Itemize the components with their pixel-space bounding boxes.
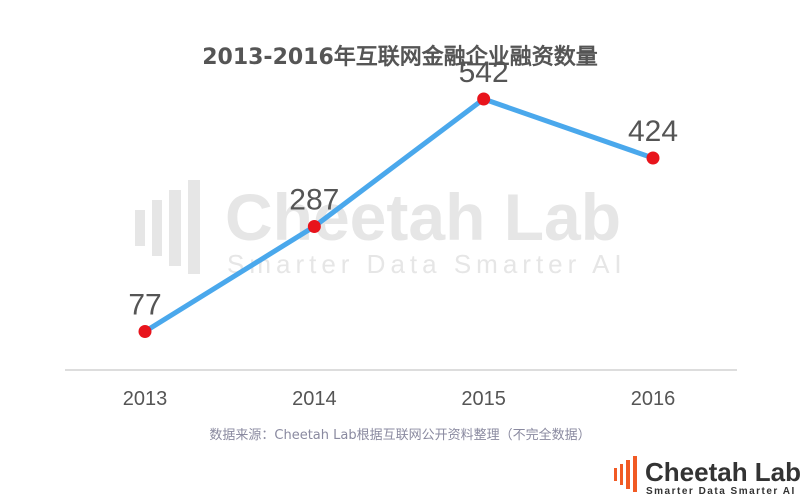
x-tick-label: 2014 (292, 388, 337, 410)
brand-tagline: Smarter Data Smarter AI (646, 486, 796, 497)
data-point (646, 151, 660, 165)
x-tick-label: 2013 (123, 388, 168, 410)
watermark-tagline: Smarter Data Smarter AI (227, 249, 627, 279)
series-line (142, 96, 656, 334)
data-label: 287 (289, 184, 339, 217)
x-tick-label: 2016 (631, 388, 676, 410)
brand-logo: Cheetah Lab Smarter Data Smarter AI (614, 456, 800, 497)
series-group (142, 96, 656, 334)
watermark: Cheetah Lab Smarter Data Smarter AI (135, 180, 627, 279)
watermark-logo-icon (135, 180, 200, 274)
data-labels-group: 77 287 542 424 (128, 56, 678, 322)
source-note: 数据来源：Cheetah Lab根据互联网公开资料整理（不完全数据） (209, 427, 590, 443)
data-point (477, 92, 491, 106)
data-label: 542 (459, 56, 509, 89)
x-tick-label: 2015 (461, 388, 506, 410)
x-axis-ticks: 2013 2014 2015 2016 (123, 388, 676, 410)
data-label: 424 (628, 115, 678, 148)
data-point (138, 325, 152, 338)
data-point (307, 220, 321, 233)
chart-title: 2013-2016年互联网金融企业融资数量 (202, 44, 598, 70)
markers-group (138, 92, 660, 338)
brand-name: Cheetah Lab (645, 457, 800, 487)
brand-logo-icon (614, 456, 637, 492)
data-label: 77 (128, 289, 161, 322)
